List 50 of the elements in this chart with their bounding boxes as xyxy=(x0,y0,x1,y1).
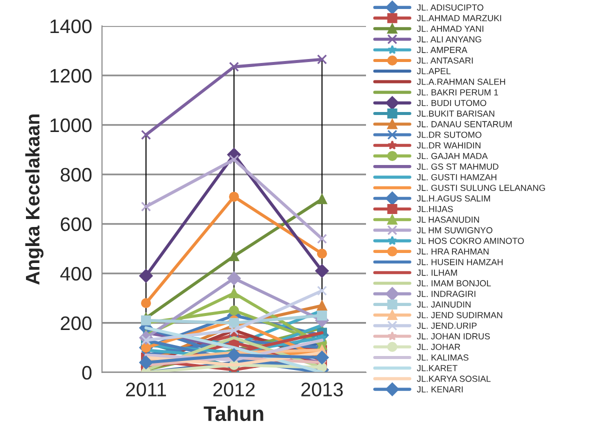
legend-label: JL. GS ST MAHMUD xyxy=(416,164,498,170)
y-tick-label: 200 xyxy=(60,316,92,330)
legend-label: JL. GUSTI SULUNG LELANANG xyxy=(416,184,545,191)
legend-label: JL. ALI ANYANG xyxy=(416,36,482,42)
legend-label: JL. GUSTI HAMZAH xyxy=(416,174,496,180)
legend-label: JL. JOHAN IDRUS xyxy=(416,333,490,340)
legend-label: JL.DR SUTOMO xyxy=(416,132,482,138)
legend-label: JL. BAKRI PERUM 1 xyxy=(416,89,498,96)
legend-label: JL.BUKIT BARISAN xyxy=(416,110,494,117)
legend-label: JL. INDRAGIRI xyxy=(416,290,476,297)
legend-label: JL HASANUDIN xyxy=(416,216,479,223)
legend-label: JL.KARYA SOSIAL xyxy=(416,376,491,382)
legend-label: JL. ILHAM xyxy=(416,270,457,276)
legend-label: JL HOS COKRO AMINOTO xyxy=(416,238,524,244)
legend-label: JL HM SUWIGNYO xyxy=(416,227,492,234)
x-tick-label: 2012 xyxy=(213,382,255,396)
legend-label: JL. JEND.URIP xyxy=(416,322,477,329)
legend-label: JL. DANAU SENTARUM xyxy=(416,121,512,128)
legend-label: JL.APEL xyxy=(416,68,451,74)
y-tick-label: 600 xyxy=(60,217,92,232)
legend-label: JL. AHMAD YANI xyxy=(416,26,484,32)
legend-label: JL.DR WAHIDIN xyxy=(416,142,480,148)
legend-label: JL. HUSEIN HAMZAH xyxy=(416,258,503,266)
legend-label: JL. KENARI xyxy=(416,386,463,392)
legend-label: JL. AMPERA xyxy=(416,46,468,54)
legend-label: JL. BUDI UTOMO xyxy=(416,100,486,106)
legend-label: JL.H.AGUS SALIM xyxy=(416,195,490,202)
legend-label: JL. JEND SUDIRMAN xyxy=(416,312,502,318)
legend-label: JL. ADISUCIPTO xyxy=(416,4,484,11)
legend-label: JL. GAJAH MADA xyxy=(416,152,488,160)
y-tick-label: 400 xyxy=(60,266,92,281)
legend-label: JL.HIJAS xyxy=(416,206,453,212)
legend-label: JL. JOHAR xyxy=(416,344,460,350)
legend-label: JL. JAINUDIN xyxy=(416,301,471,308)
legend-label: JL.AHMAD MARZUKI xyxy=(416,15,502,22)
x-axis-title: Tahun xyxy=(204,406,264,422)
y-tick-label: 1400 xyxy=(50,19,92,34)
y-tick-label: 1000 xyxy=(50,118,92,132)
y-tick-label: 1200 xyxy=(50,68,92,83)
legend-label: JL.A.RAHMAN SALEH xyxy=(416,78,506,85)
x-tick-label: 2013 xyxy=(301,382,343,396)
legend-label: JL. ANTASARI xyxy=(416,57,473,64)
x-tick-label: 2011 xyxy=(126,382,166,396)
y-tick-label: 0 xyxy=(82,366,92,380)
legend-label: JL.KARET xyxy=(416,365,458,372)
y-axis-title: Angka Kecelakaan xyxy=(25,114,44,285)
y-tick-label: 800 xyxy=(60,168,92,182)
legend-label: JL. IMAM BONJOL xyxy=(416,280,491,286)
legend-label: JL. KALIMAS xyxy=(416,354,468,361)
legend-label: JL. HRA RAHMAN xyxy=(416,248,489,255)
